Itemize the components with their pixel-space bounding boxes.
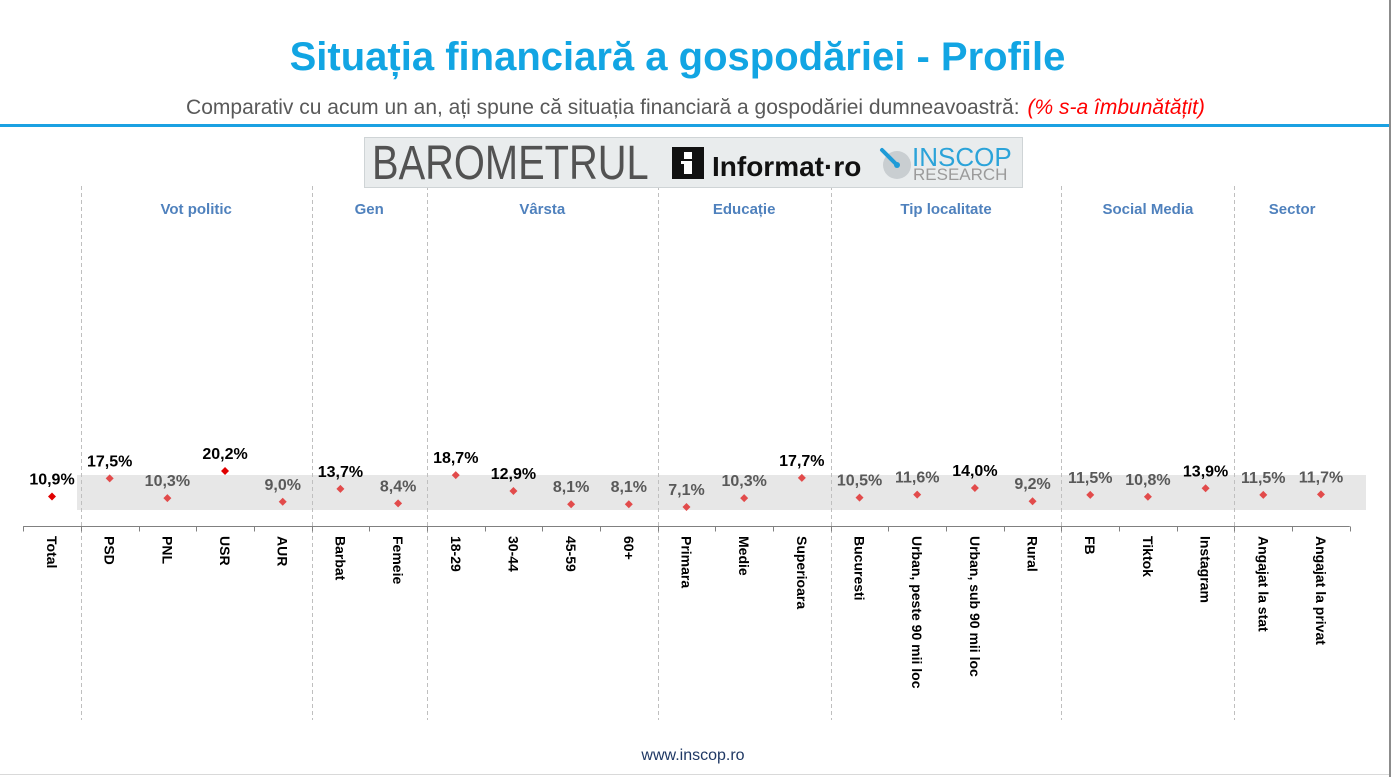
category-label: Urban, sub 90 mii loc [967, 536, 983, 677]
data-point-marker [740, 494, 749, 503]
category-label: Total [44, 536, 60, 568]
category-label: Instagram [1198, 536, 1214, 603]
data-label: 7,1% [668, 482, 704, 499]
data-label: 9,0% [264, 477, 300, 494]
data-label: 9,2% [1014, 476, 1050, 493]
data-label: 11,5% [1068, 470, 1112, 487]
data-point-marker [451, 471, 460, 480]
data-point-marker [221, 466, 230, 475]
header-divider [0, 124, 1389, 127]
group-label: Sector [1269, 201, 1316, 218]
data-point-marker [336, 484, 345, 493]
group-label: Educație [713, 201, 776, 218]
data-point-marker [1143, 492, 1152, 501]
data-label: 8,1% [611, 479, 647, 496]
category-label: Angajat la privat [1313, 536, 1329, 645]
data-label: 11,6% [895, 470, 939, 487]
category-label: USR [217, 536, 233, 566]
subtitle: Comparativ cu acum un an, ați spune că s… [0, 97, 1391, 118]
category-label: Medie [736, 536, 752, 576]
data-point-marker [855, 493, 864, 502]
data-point-marker [1086, 490, 1095, 499]
data-point-marker [1259, 490, 1268, 499]
data-point-marker [1028, 497, 1037, 506]
subtitle-note: (% s-a îmbunătățit) [1027, 96, 1205, 119]
data-point-marker [970, 484, 979, 492]
category-label: Urban, peste 90 mii loc [909, 536, 925, 689]
data-label: 17,5% [87, 453, 132, 470]
barometer-logo-banner: BAROMETRUL Informat·ro INSCOP RESEARCH [364, 137, 1023, 188]
category-label: PSD [102, 536, 118, 565]
research-wordmark: RESEARCH [913, 165, 1008, 184]
data-point-marker [278, 497, 287, 506]
data-point-marker [797, 473, 806, 482]
data-point-marker [163, 494, 172, 503]
data-label: 10,3% [721, 473, 766, 490]
data-label: 11,7% [1299, 469, 1343, 486]
data-point-marker [509, 487, 518, 496]
data-point-marker [624, 500, 633, 509]
data-label: 8,1% [553, 479, 589, 496]
group-label: Vârsta [519, 201, 566, 218]
category-label: 30-44 [505, 536, 521, 572]
barometer-wordmark: BAROMETRUL [372, 137, 649, 188]
group-label: Vot politic [161, 201, 232, 218]
data-point-marker [394, 499, 403, 508]
category-label: Femeie [390, 536, 406, 584]
data-label: 8,4% [380, 478, 416, 495]
category-label: Tiktok [1140, 536, 1156, 577]
data-label: 10,5% [837, 473, 882, 490]
informat-wordmark: Informat·ro [712, 151, 862, 182]
data-label: 18,7% [433, 450, 478, 467]
category-label: 60+ [621, 536, 637, 560]
informat-i-icon [672, 147, 704, 179]
data-point-marker [48, 492, 56, 501]
inscop-globe-icon [880, 148, 911, 179]
category-label: Barbat [332, 536, 348, 581]
category-label: FB [1082, 536, 1098, 555]
category-label: AUR [275, 536, 291, 566]
data-point-marker [1316, 490, 1325, 499]
data-label: 14,0% [952, 463, 997, 480]
subtitle-question: Comparativ cu acum un an, ați spune că s… [186, 96, 1020, 119]
data-label: 10,8% [1125, 472, 1170, 489]
category-label: PNL [159, 536, 175, 564]
category-label: Bucuresti [852, 536, 868, 601]
data-label: 10,3% [145, 473, 190, 490]
inscop-wordmark: INSCOP [912, 142, 1012, 172]
group-label: Tip localitate [900, 201, 991, 218]
footer-url: www.inscop.ro [641, 747, 745, 764]
group-label: Gen [355, 201, 384, 218]
data-point-marker [913, 490, 922, 499]
category-label: 45-59 [563, 536, 579, 572]
data-label: 13,7% [318, 464, 363, 481]
data-label: 20,2% [202, 446, 247, 463]
category-label: Superioara [794, 536, 810, 609]
data-label: 11,5% [1241, 470, 1285, 487]
category-label: Rural [1025, 536, 1041, 572]
data-point-marker [1201, 484, 1210, 493]
reference-band [77, 475, 1366, 510]
slide-border-right [1389, 0, 1391, 777]
data-label: 13,9% [1183, 463, 1228, 480]
category-label: 18-29 [448, 536, 464, 572]
data-point-marker [682, 502, 691, 511]
data-label: 17,7% [779, 453, 824, 470]
group-label: Social Media [1102, 201, 1194, 218]
data-label: 12,9% [491, 466, 536, 483]
data-point-marker [567, 500, 576, 509]
data-label: 10,9% [29, 472, 74, 489]
data-point-marker [105, 474, 114, 483]
slide-border-bottom [0, 774, 1389, 775]
page-title: Situația financiară a gospodăriei - Prof… [289, 35, 1066, 79]
category-label: Primara [678, 536, 694, 588]
category-label: Angajat la stat [1255, 536, 1271, 632]
